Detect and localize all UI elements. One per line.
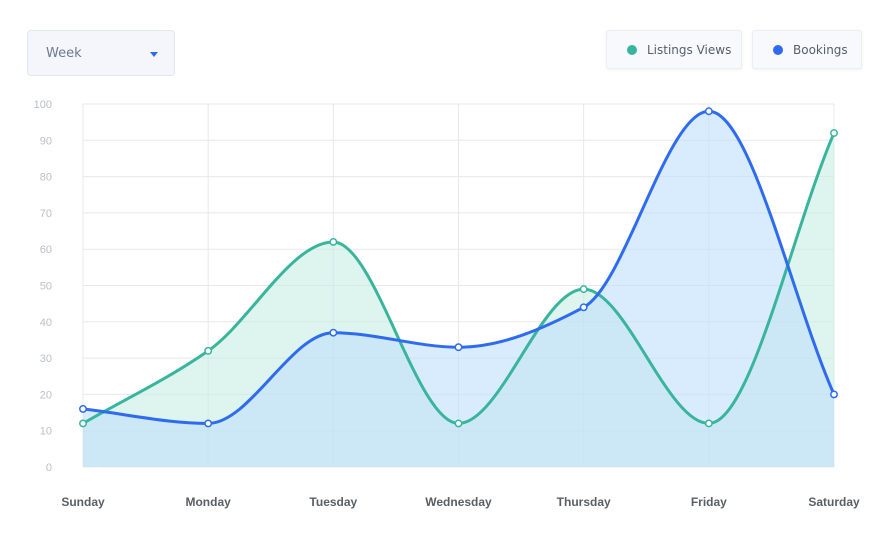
x-tick-label: Monday xyxy=(185,495,231,509)
legend-item-listings-views[interactable]: Listings Views xyxy=(606,30,742,69)
y-tick-label: 60 xyxy=(40,244,52,256)
legend-label: Listings Views xyxy=(647,43,732,57)
data-point xyxy=(579,303,588,312)
period-dropdown-value: Week xyxy=(46,46,82,61)
y-tick-label: 10 xyxy=(40,426,52,438)
y-tick-label: 30 xyxy=(40,353,52,365)
legend-dot-icon xyxy=(627,45,637,55)
data-point xyxy=(704,107,713,116)
data-point xyxy=(79,419,87,428)
caret-down-icon xyxy=(150,52,158,57)
data-point xyxy=(830,129,838,137)
x-axis-ticks: Sunday Monday Tuesday Wednesday Thursday Frid… xyxy=(61,495,860,509)
legend-item-bookings[interactable]: Bookings xyxy=(752,30,862,69)
y-tick-label: 70 xyxy=(40,208,52,220)
x-tick-label: Saturday xyxy=(808,495,860,509)
data-point xyxy=(79,404,87,413)
data-point xyxy=(204,346,213,355)
data-point xyxy=(830,390,838,399)
x-tick-label: Thursday xyxy=(557,495,611,509)
x-tick-label: Sunday xyxy=(61,495,105,509)
chart-lines xyxy=(82,109,836,425)
x-tick-label: Wednesday xyxy=(425,495,492,509)
data-point xyxy=(204,419,213,428)
data-point xyxy=(329,328,338,337)
chart-points xyxy=(79,107,838,428)
y-tick-label: 50 xyxy=(40,281,52,293)
x-tick-label: Friday xyxy=(691,495,727,509)
y-tick-label: 100 xyxy=(34,99,52,111)
data-point xyxy=(704,419,713,428)
period-dropdown[interactable]: Week xyxy=(27,30,175,76)
series-line xyxy=(82,132,836,425)
y-tick-label: 40 xyxy=(40,317,52,329)
y-tick-label: 80 xyxy=(40,172,52,184)
data-point xyxy=(454,343,463,352)
series-line xyxy=(82,109,836,425)
y-axis-ticks: 0 10 20 30 40 50 60 70 80 90 100 xyxy=(34,99,52,474)
data-point xyxy=(454,419,463,428)
y-tick-label: 90 xyxy=(40,135,52,147)
x-tick-label: Tuesday xyxy=(309,495,357,509)
legend-dot-icon xyxy=(773,45,783,55)
data-point xyxy=(329,237,338,246)
y-tick-label: 20 xyxy=(40,389,52,401)
data-point xyxy=(579,285,588,294)
y-tick-label: 0 xyxy=(46,462,52,474)
legend-label: Bookings xyxy=(793,43,848,57)
